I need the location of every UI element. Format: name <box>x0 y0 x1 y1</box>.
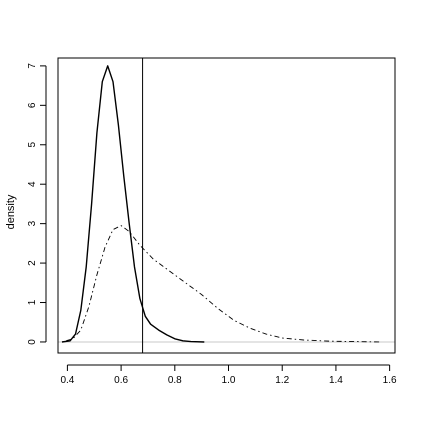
y-tick-label: 6 <box>27 102 38 108</box>
y-tick-label: 0 <box>27 339 38 345</box>
y-axis-label: density <box>5 194 17 229</box>
series-line-2-dashdot <box>61 225 382 343</box>
y-tick-label: 3 <box>27 220 38 226</box>
x-tick-label: 0.8 <box>168 375 182 386</box>
chart-marks <box>58 58 395 353</box>
x-tick-label: 1.2 <box>275 375 289 386</box>
x-tick-label: 0.6 <box>114 375 128 386</box>
x-tick-label: 1.6 <box>383 375 397 386</box>
plot-frame <box>57 57 396 354</box>
x-tick-label: 1.0 <box>222 375 236 386</box>
y-tick-label: 1 <box>27 299 38 305</box>
y-tick-label: 2 <box>27 260 38 266</box>
chart-axes: 0.4 0.6 0.8 1.0 1.2 1.4 1.6 0 1 2 3 4 5 6 7 <box>27 63 397 386</box>
y-tick-label: 4 <box>27 181 38 187</box>
y-tick-label: 5 <box>27 142 38 148</box>
y-tick-label: 7 <box>27 63 38 69</box>
x-tick-label: 0.4 <box>60 375 74 386</box>
x-tick-label: 1.4 <box>329 375 343 386</box>
series-line-1-solid <box>61 65 205 343</box>
